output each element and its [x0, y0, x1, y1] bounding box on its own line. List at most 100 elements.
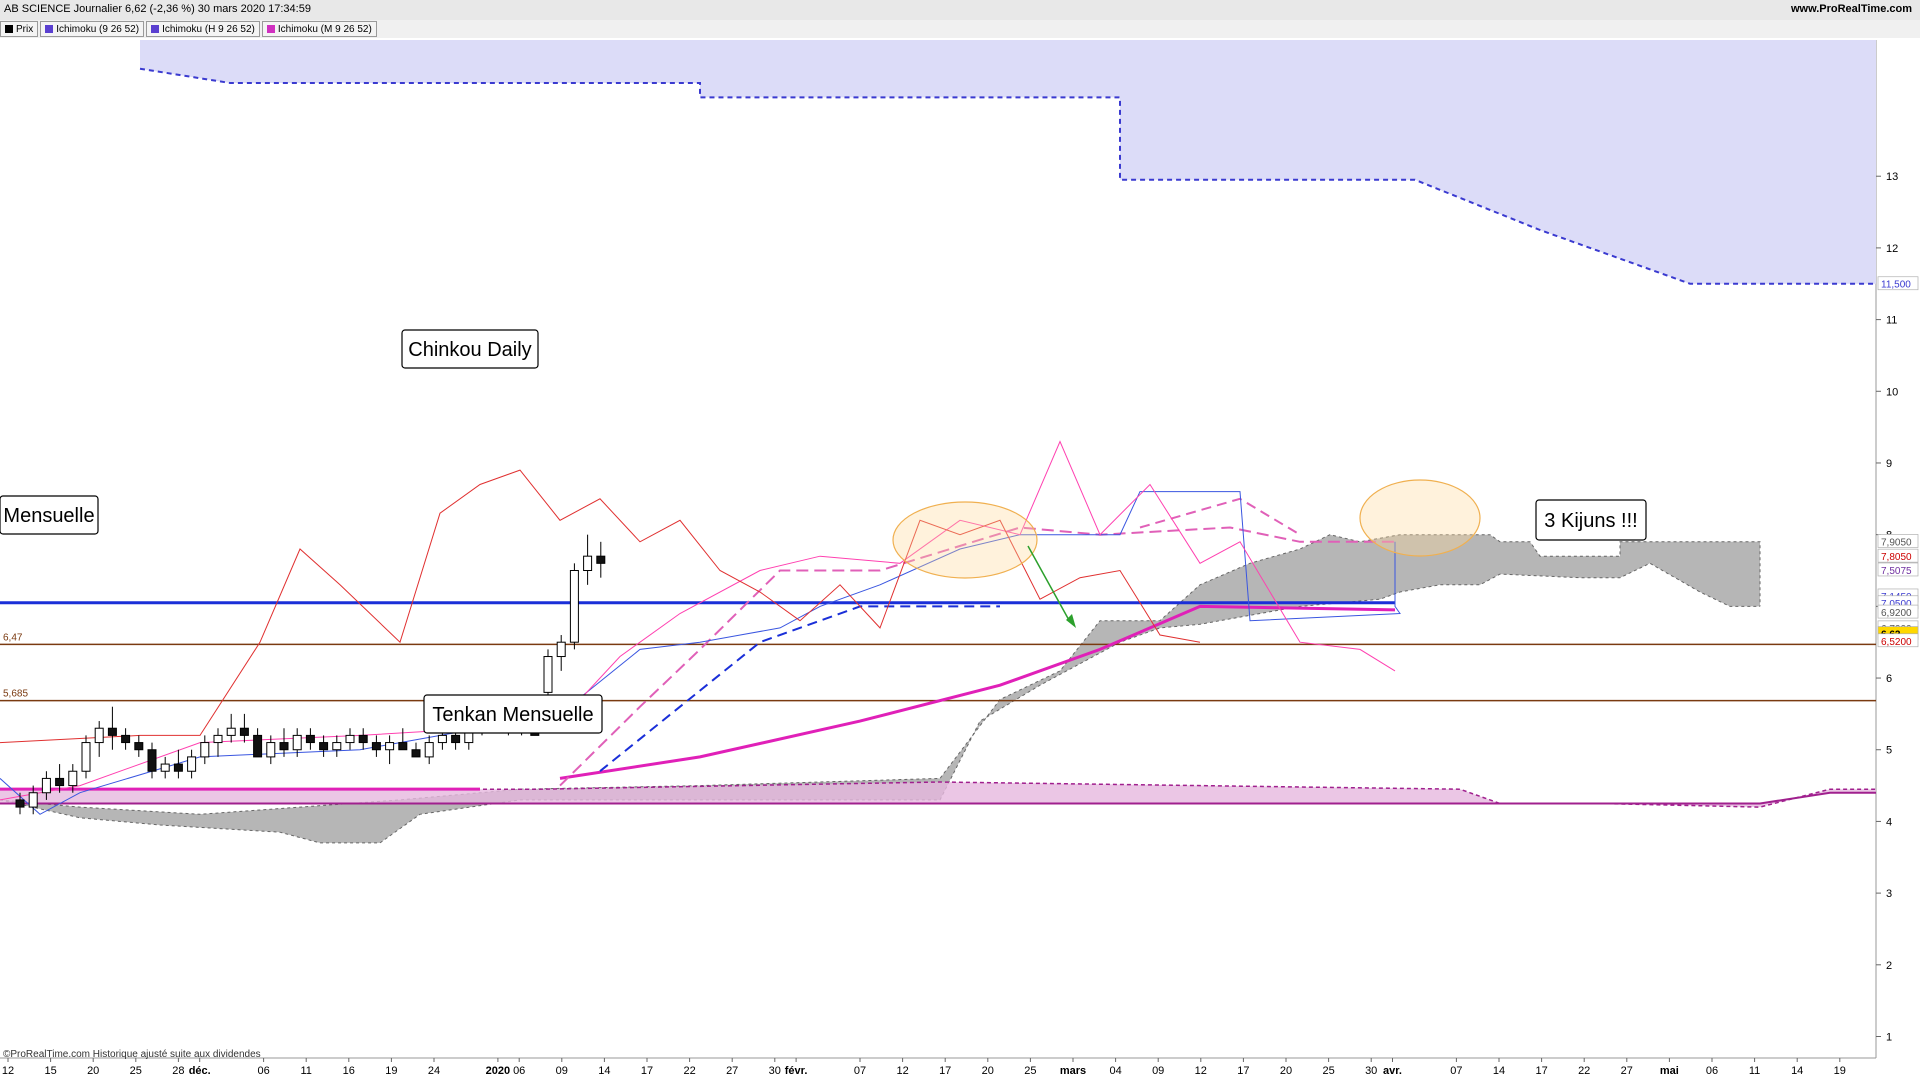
candle — [596, 555, 606, 564]
price-label: 7,5075 — [1881, 566, 1912, 577]
x-tick-label: 14 — [1791, 1065, 1803, 1077]
x-tick-label: 17 — [641, 1065, 653, 1077]
daily-kijun — [0, 491, 1401, 815]
price-label: 11,500 — [1881, 280, 1911, 291]
y-tick-label: 4 — [1886, 816, 1892, 828]
footer-copyright: ©ProRealTime.com Historique ajusté suite… — [3, 1049, 261, 1060]
annotation-3-kijuns-box — [1535, 499, 1647, 541]
legend-label: Ichimoku (M 9 26 52) — [277, 23, 372, 35]
candle — [173, 763, 183, 772]
x-tick-label: déc. — [189, 1065, 211, 1077]
price-label: 6,9200 — [1881, 608, 1912, 619]
x-tick-label: 17 — [1237, 1065, 1249, 1077]
x-tick-label: mars — [1060, 1065, 1086, 1077]
price-label-box — [1877, 604, 1919, 619]
annotation-chinkou-daily: Chinkou Daily — [408, 339, 531, 361]
x-tick-label: 16 — [343, 1065, 355, 1077]
candle — [424, 742, 434, 758]
price-label: 7,0500 — [1881, 599, 1912, 610]
x-tick-label: 20 — [982, 1065, 994, 1077]
x-tick-label: 12 — [896, 1065, 908, 1077]
square-icon — [266, 25, 275, 33]
candle — [200, 742, 210, 758]
legend-bar: Prix Ichimoku (9 26 52) Ichimoku (H 9 26… — [0, 21, 379, 37]
horizontal-level-label: 6,47 — [3, 632, 23, 643]
price-label: 7,8050 — [1881, 552, 1912, 563]
price-label-box — [1877, 633, 1919, 648]
x-tick-label: févr. — [785, 1065, 808, 1077]
candle — [266, 742, 276, 758]
x-tick-label: 20 — [1280, 1065, 1292, 1077]
candle — [160, 763, 170, 772]
x-tick-label: 17 — [1535, 1065, 1547, 1077]
annotation-mensuelle: Mensuelle — [3, 505, 94, 527]
highlight-ellipse — [892, 501, 1038, 579]
site-link[interactable]: www.ProRealTime.com — [1790, 3, 1912, 15]
candle — [94, 727, 104, 744]
x-tick-label: 19 — [385, 1065, 397, 1077]
candle — [15, 799, 25, 808]
candle — [305, 734, 315, 744]
candle — [41, 777, 51, 794]
x-tick-label: 09 — [556, 1065, 568, 1077]
x-tick-label: 28 — [172, 1065, 184, 1077]
chart-title: AB SCIENCE Journalier 6,62 (-2,36 %) 30 … — [4, 3, 311, 15]
x-tick-label: 2020 — [486, 1065, 510, 1077]
y-tick-label: 9 — [1886, 458, 1892, 470]
tenkan-hebdo — [559, 604, 1396, 780]
x-tick-label: 19 — [1834, 1065, 1846, 1077]
daily-senkou-a — [0, 534, 1761, 815]
legend-label: Prix — [16, 23, 34, 35]
x-tick-label: 14 — [598, 1065, 610, 1077]
y-tick-label: 11 — [1886, 315, 1897, 327]
candle — [411, 749, 421, 758]
x-tick-label: 11 — [1749, 1065, 1760, 1077]
weekly-senkou — [559, 526, 1395, 787]
candle — [319, 742, 329, 751]
y-tick-label: 5 — [1886, 745, 1892, 757]
monthly-cloud-low — [0, 782, 1876, 808]
candle — [253, 734, 263, 758]
green-arrow — [1027, 545, 1071, 623]
price-label-box — [1877, 562, 1919, 577]
candle — [147, 749, 157, 772]
annotation-tenkan-mensuelle-box — [423, 694, 603, 734]
candle — [121, 734, 131, 744]
legend-item-ichimoku-hebdo[interactable]: Ichimoku (H 9 26 52) — [146, 21, 260, 37]
monthly-senkou-b — [139, 67, 1876, 285]
x-tick-label: 25 — [130, 1065, 142, 1077]
candle — [134, 742, 144, 751]
legend-item-ichimoku-daily[interactable]: Ichimoku (9 26 52) — [40, 21, 145, 37]
x-tick-label: 12 — [2, 1065, 14, 1077]
x-tick-label: 14 — [1493, 1065, 1505, 1077]
x-tick-label: 06 — [513, 1065, 525, 1077]
x-tick-label: 30 — [769, 1065, 781, 1077]
candle — [358, 734, 368, 744]
green-arrow-head — [1066, 614, 1076, 628]
candle — [583, 555, 593, 572]
legend-item-ichimoku-mensuel[interactable]: Ichimoku (M 9 26 52) — [261, 21, 377, 37]
x-tick-label: 07 — [1450, 1065, 1462, 1077]
x-tick-label: 24 — [428, 1065, 440, 1077]
candle — [107, 727, 117, 736]
x-tick-label: 15 — [44, 1065, 56, 1077]
candle — [385, 742, 395, 751]
x-tick-label: 22 — [683, 1065, 695, 1077]
candle — [437, 734, 447, 744]
annotation-chinkou-daily-box — [401, 329, 539, 369]
candle — [398, 742, 408, 751]
candle — [68, 770, 78, 787]
x-tick-label: 30 — [1365, 1065, 1377, 1077]
x-tick-label: 25 — [1322, 1065, 1334, 1077]
title-bar — [0, 0, 1920, 20]
candle — [556, 641, 566, 658]
x-tick-label: avr. — [1383, 1065, 1402, 1077]
candle — [226, 727, 236, 736]
y-tick-label: 3 — [1886, 888, 1892, 900]
legend-item-prix[interactable]: Prix — [0, 21, 39, 37]
candle — [279, 742, 289, 751]
price-label: 7,9050 — [1881, 537, 1912, 548]
price-label: 6,5200 — [1881, 637, 1912, 648]
